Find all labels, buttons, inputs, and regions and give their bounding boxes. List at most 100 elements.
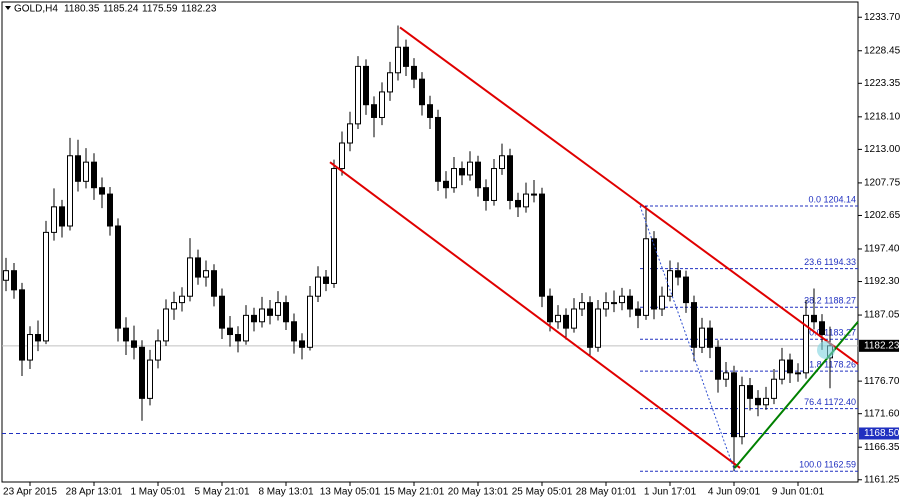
x-tick-label: 15 May 21:01 — [384, 487, 445, 498]
candle-body — [83, 161, 89, 182]
x-tick-label: 23 Apr 2015 — [3, 487, 57, 498]
candle-body — [123, 327, 129, 342]
candle-body — [307, 295, 313, 348]
trendline — [734, 321, 859, 469]
candle-body — [387, 72, 393, 93]
candle-body — [795, 372, 801, 375]
candle-body — [379, 91, 385, 118]
fib-label: 100.0 1162.59 — [799, 460, 856, 470]
candle-body — [563, 314, 569, 329]
candle-body — [635, 308, 641, 316]
candle-body — [723, 372, 729, 380]
header-high: 1185.24 — [103, 4, 139, 15]
candle-body — [403, 46, 409, 67]
hline-label: 1168.50 — [864, 428, 900, 439]
y-tick-label: 1166.35 — [864, 442, 900, 453]
price-label: 1182.23 — [864, 340, 900, 351]
candle-body — [355, 65, 361, 125]
price-box — [859, 339, 899, 352]
candle-body — [771, 378, 777, 399]
y-tick-label: 1176.70 — [864, 376, 900, 387]
menu-arrow[interactable] — [5, 6, 11, 10]
fib-label: 23.6 1194.33 — [804, 257, 856, 267]
highlight-marker — [817, 341, 835, 359]
candle-body — [667, 270, 673, 297]
candle-body — [115, 225, 121, 329]
candle-body — [419, 78, 425, 106]
y-tick-label: 1171.60 — [864, 408, 900, 419]
candle-body — [739, 385, 745, 438]
candle-body — [803, 314, 809, 374]
candle-body — [491, 168, 497, 201]
candle-body — [131, 340, 137, 348]
candle-body — [323, 276, 329, 284]
candle-body — [299, 340, 305, 348]
x-tick-label: 28 Apr 13:01 — [66, 487, 123, 498]
y-tick-label: 1207.75 — [864, 178, 900, 189]
y-tick-label: 1218.10 — [864, 111, 900, 122]
candle-body — [315, 276, 321, 297]
candle-body — [339, 142, 345, 170]
candle-body — [75, 155, 81, 182]
candle-body — [35, 334, 41, 342]
candle-body — [283, 302, 289, 323]
candle-body — [811, 314, 817, 323]
candle-body — [139, 346, 145, 399]
candle-body — [715, 346, 721, 380]
candle-body — [427, 104, 433, 118]
y-tick-label: 1223.35 — [864, 78, 900, 89]
candle-body — [27, 334, 33, 361]
candle-body — [267, 308, 273, 316]
candle-body — [547, 295, 553, 323]
header-close: 1182.23 — [181, 4, 217, 15]
candle-body — [347, 123, 353, 144]
candle-body — [787, 359, 793, 374]
candle-body — [435, 116, 441, 182]
fib-label: 76.4 1172.40 — [804, 397, 856, 407]
hline-box — [859, 427, 899, 440]
x-tick-label: 28 May 01:01 — [576, 487, 637, 498]
x-tick-label: 1 May 05:01 — [130, 487, 185, 498]
candle-body — [483, 187, 489, 201]
y-tick-label: 1233.70 — [864, 12, 900, 23]
trendline — [329, 161, 741, 469]
fib-label: 0.0 1204.14 — [808, 194, 856, 204]
candle-body — [571, 308, 577, 329]
candle-body — [211, 270, 217, 297]
candle-body — [523, 193, 529, 208]
candle-body — [603, 302, 609, 310]
y-tick-label: 1161.25 — [864, 474, 900, 485]
candle-body — [579, 302, 585, 310]
candle-body — [67, 155, 73, 227]
candle-body — [163, 308, 169, 342]
candle-body — [99, 187, 105, 195]
x-tick-label: 4 Jun 09:01 — [708, 487, 761, 498]
y-tick-label: 1192.30 — [864, 276, 900, 287]
trendline — [399, 26, 859, 365]
candle-body — [707, 327, 713, 348]
candle-body — [171, 302, 177, 310]
candle-body — [675, 270, 681, 278]
candle-body — [595, 308, 601, 348]
candle-body — [763, 397, 769, 406]
candle-body — [43, 231, 49, 342]
candle-body — [363, 65, 369, 106]
candle-body — [643, 238, 649, 316]
x-tick-label: 9 Jun 01:01 — [772, 487, 825, 498]
candle-body — [475, 161, 481, 189]
candle-body — [467, 161, 473, 176]
candle-body — [779, 359, 785, 380]
x-tick-label: 8 May 13:01 — [258, 487, 313, 498]
x-tick-label: 1 Jun 17:01 — [644, 487, 697, 498]
candle-body — [499, 155, 505, 170]
candle-body — [251, 314, 257, 323]
candle-body — [219, 295, 225, 329]
trendline — [639, 205, 736, 472]
candle-body — [107, 193, 113, 227]
candle-body — [539, 193, 545, 297]
header-low: 1175.59 — [142, 4, 178, 15]
y-tick-label: 1197.40 — [864, 244, 900, 255]
candle-body — [691, 302, 697, 348]
